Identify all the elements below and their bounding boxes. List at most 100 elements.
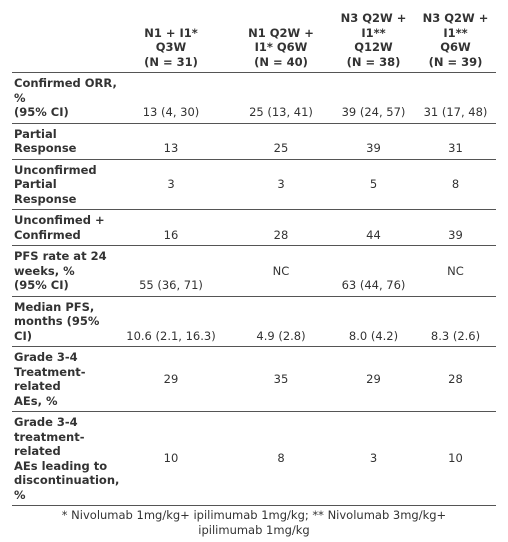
cell-value: NC <box>230 245 332 296</box>
cell-value: 3 <box>332 411 415 506</box>
row-label: Unconfirmed Partial Response <box>12 158 112 210</box>
cell-value: 29 <box>332 346 415 412</box>
label-line: (95% CI) <box>14 278 69 292</box>
label-line: Median PFS, <box>14 299 95 314</box>
label-line: treatment- <box>14 429 85 444</box>
label-line: Partial <box>14 177 57 191</box>
cell-value: 55 (36, 71) <box>112 245 230 296</box>
footnote-line: * Nivolumab 1mg/kg+ ipilimumab 1mg/kg; *… <box>61 508 447 522</box>
table-row: PFS rate at 24 weeks, % (95% CI) 55 (36, 71… <box>12 245 496 296</box>
cell-value: 44 <box>332 209 415 246</box>
footnote: * Nivolumab 1mg/kg+ ipilimumab 1mg/kg; *… <box>12 506 496 537</box>
label-line: related <box>14 379 61 393</box>
header-line: Q12W <box>354 40 393 54</box>
label-line: Unconfirmed <box>14 162 97 177</box>
table-row: Unconfirmed Partial Response 3 3 5 8 <box>12 158 496 210</box>
header-line: (N = 38) <box>346 54 401 69</box>
label-line: discontinuation, <box>14 473 120 487</box>
row-label: Partial Response <box>12 122 112 159</box>
row-label: Grade 3-4 treatment-related AEs leading to… <box>12 411 120 506</box>
cell-value: 28 <box>230 209 332 246</box>
table-row: Grade 3-4 Treatment-related AEs, % 29 35 29 28 <box>12 346 496 412</box>
table-row: Partial Response 13 25 39 31 <box>12 122 496 159</box>
label-line: Unconfimed + <box>14 213 105 227</box>
table-row: Grade 3-4 treatment-related AEs leading to… <box>12 411 496 506</box>
label-line: AEs, % <box>14 393 58 408</box>
table-container: N1 + I1* Q3W (N = 31) N1 Q2W + I1* Q6W (N = 4… <box>12 8 496 537</box>
label-line: months (95% <box>14 314 100 328</box>
label-line: Partial <box>14 126 57 141</box>
label-line: Confirmed ORR, <box>14 76 117 90</box>
header-line: N1 + I1* <box>144 25 198 40</box>
label-line: CI) <box>14 328 32 343</box>
header-line: N1 Q2W + <box>248 25 314 40</box>
label-line: % <box>14 487 26 502</box>
label-line: Grade 3-4 <box>14 350 78 364</box>
label-line: related <box>14 444 61 458</box>
header-line: (N = 39) <box>428 54 483 69</box>
cell-value: 10 <box>415 411 496 506</box>
header-line: I1* Q6W <box>254 40 308 54</box>
table-body: Confirmed ORR,% (95% CI) 13 (4, 30) 25 (13,… <box>12 72 496 506</box>
label-line: Grade 3-4 <box>14 415 78 429</box>
row-label: PFS rate at 24 weeks, % (95% CI) <box>12 245 112 296</box>
cell-value: 4.9 (2.8) <box>230 295 332 347</box>
cell-value: 13 <box>112 122 230 159</box>
cell-value: 13 (4, 30) <box>112 72 230 123</box>
row-label: Grade 3-4 Treatment-related AEs, % <box>12 346 112 412</box>
results-table: N1 + I1* Q3W (N = 31) N1 Q2W + I1* Q6W (N = 4… <box>12 8 496 506</box>
label-line: (95% CI) <box>14 105 69 119</box>
cell-value: 63 (44, 76) <box>332 245 415 296</box>
header-line: Q6W <box>440 40 471 54</box>
cell-value: 25 (13, 41) <box>230 72 332 123</box>
label-line: weeks, % <box>14 263 75 278</box>
label-line: AEs leading to <box>14 458 108 473</box>
label-line: Treatment- <box>14 364 86 379</box>
cell-value: 39 <box>332 122 415 159</box>
header-line: I1** <box>443 25 468 40</box>
header-line: (N = 31) <box>144 54 198 69</box>
cell-value: 8 <box>230 411 332 506</box>
cell-value: 25 <box>230 122 332 159</box>
header-line: (N = 40) <box>254 54 308 69</box>
header-empty <box>12 8 112 73</box>
table-row: Unconfimed + Confirmed 16 28 44 39 <box>12 209 496 246</box>
label-line: PFS rate at 24 <box>14 249 107 263</box>
column-header: N3 Q2W + I1** Q6W (N = 39) <box>415 8 496 73</box>
table-row: Median PFS, months (95% CI) 10.6 (2.1, 16.3… <box>12 295 496 347</box>
label-line: Response <box>14 191 77 206</box>
cell-value: 29 <box>112 346 230 412</box>
header-line: N3 Q2W + <box>340 11 407 25</box>
column-header: N1 + I1* Q3W (N = 31) <box>112 8 230 73</box>
row-label: Median PFS, months (95% CI) <box>12 295 112 347</box>
cell-value: 16 <box>112 209 230 246</box>
cell-value: 39 (24, 57) <box>332 72 415 123</box>
row-label: Unconfimed + Confirmed <box>12 209 112 246</box>
cell-value: 10.6 (2.1, 16.3) <box>112 295 230 347</box>
cell-value: 28 <box>415 346 496 412</box>
cell-value: 39 <box>415 209 496 246</box>
cell-value: 31 (17, 48) <box>415 72 496 123</box>
header-line: N3 Q2W + <box>422 11 489 25</box>
label-line: % <box>14 90 26 105</box>
cell-value: NC <box>415 245 496 296</box>
column-header: N3 Q2W + I1** Q12W (N = 38) <box>332 8 415 73</box>
table-row: Confirmed ORR,% (95% CI) 13 (4, 30) 25 (13,… <box>12 72 496 123</box>
cell-value: 5 <box>332 158 415 210</box>
footnote-line: ipilimumab 1mg/kg <box>198 522 310 537</box>
cell-value: 35 <box>230 346 332 412</box>
header-line: I1** <box>361 25 386 40</box>
cell-value: 3 <box>112 158 230 210</box>
header-line: Q3W <box>155 40 187 54</box>
cell-value: 3 <box>230 158 332 210</box>
cell-value: 8.3 (2.6) <box>415 295 496 347</box>
cell-value: 8 <box>415 158 496 210</box>
label-line: Confirmed <box>14 227 81 242</box>
column-header: N1 Q2W + I1* Q6W (N = 40) <box>230 8 332 73</box>
cell-value: 8.0 (4.2) <box>332 295 415 347</box>
label-line: Response <box>14 141 77 155</box>
row-label: Confirmed ORR,% (95% CI) <box>12 72 117 123</box>
cell-value: 31 <box>415 122 496 159</box>
cell-value: 10 <box>112 411 230 506</box>
